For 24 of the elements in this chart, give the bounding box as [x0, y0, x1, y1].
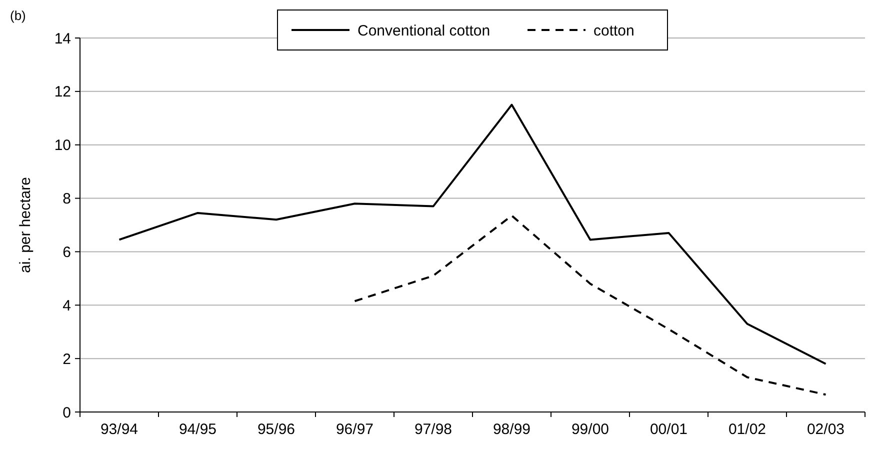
line-series — [354, 214, 827, 396]
y-axis-title: ai. per hectare — [17, 177, 34, 273]
legend-label: cotton — [594, 22, 634, 40]
y-tick-label: 8 — [62, 190, 71, 208]
x-tick-label: 99/00 — [571, 421, 610, 438]
y-tick-label: 14 — [54, 30, 71, 48]
x-tick-label: 00/01 — [650, 421, 688, 438]
x-tick-label: 98/99 — [492, 421, 531, 438]
y-tick-label: 12 — [54, 84, 71, 101]
x-tick-label: 96/97 — [336, 421, 374, 438]
x-tick-label: 02/03 — [806, 421, 845, 438]
x-tick-label: 95/96 — [257, 421, 296, 438]
chart-title: (b) — [10, 8, 26, 23]
line-series — [118, 104, 827, 365]
x-tick-label: 93/94 — [100, 421, 138, 438]
x-tick-label: 01/02 — [728, 421, 766, 438]
x-tick-label: 97/98 — [414, 421, 452, 438]
y-tick-label: 4 — [62, 297, 71, 314]
y-tick-label: 2 — [62, 350, 71, 368]
y-tick-label: 10 — [54, 137, 71, 154]
y-tick-label: 0 — [62, 404, 71, 422]
x-tick-label: 94/95 — [178, 421, 217, 438]
y-tick-label: 6 — [62, 244, 71, 261]
legend-label: Conventional cotton — [358, 22, 490, 40]
